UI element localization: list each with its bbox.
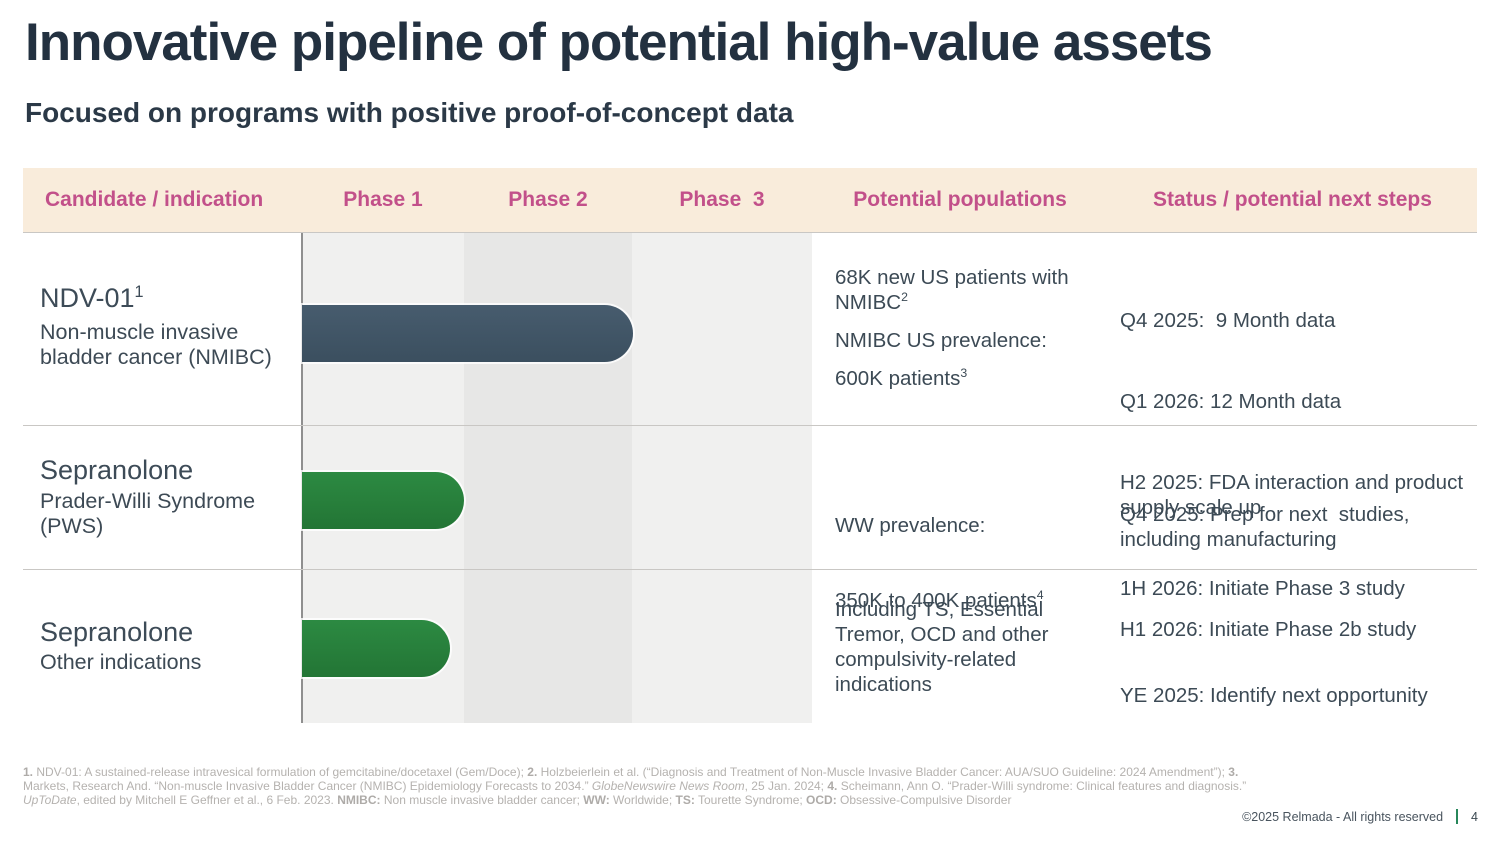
column-header-populations: Potential populations — [853, 188, 1067, 211]
status-item: H1 2026: Initiate Phase 2b study — [1120, 618, 1417, 641]
population-text: 600K patients — [835, 367, 961, 390]
column-header-status: Status / potential next steps — [1153, 188, 1432, 211]
table-header-row: Candidate / indication Phase 1 Phase 2 P… — [23, 168, 1477, 232]
footnote-ref: 4 — [1036, 588, 1044, 603]
status-list: Q4 2025: Prep for next studies, includin… — [1120, 452, 1472, 698]
page-title: Innovative pipeline of potential high-va… — [25, 13, 1213, 72]
candidate-name-text: NDV-01 — [40, 283, 135, 313]
column-header-phase1: Phase 1 — [343, 188, 423, 211]
population-text: NMIBC US prevalence: — [835, 329, 1047, 352]
candidate-indication: Other indications — [40, 650, 202, 674]
status-list: Q4 2025: 9 Month data Q1 2026: 12 Month … — [1120, 258, 1472, 657]
status-list: YE 2025: Identify next opportunity — [1120, 633, 1472, 764]
status-item: Q4 2025: 9 Month data — [1120, 309, 1336, 332]
column-header-phase3: Phase 3 — [679, 188, 765, 211]
header-divider-line — [23, 232, 1477, 233]
progress-bar-sepranolone-pws — [302, 472, 464, 529]
page-number-separator — [1456, 809, 1459, 824]
footnotes: 1. NDV-01: A sustained-release intravesi… — [23, 765, 1247, 807]
page-number: 4 — [1471, 809, 1478, 824]
population-text: 350K to 400K patients4 — [835, 588, 1093, 613]
candidate-name-text: Sepranolone — [40, 617, 194, 647]
candidate-indication: Prader-Willi Syndrome (PWS) — [40, 489, 256, 538]
status-item: Q4 2025: Prep for next studies, includin… — [1120, 503, 1416, 551]
footnote-ref: 3 — [960, 366, 968, 381]
phase3-column-band — [632, 232, 812, 723]
population-item: 68K new US patients with NMIBC2 — [835, 265, 1093, 315]
population-text: Including TS, Essential Tremor, OCD and … — [835, 598, 1055, 696]
progress-bar-sepranolone-other — [302, 620, 450, 677]
population-text: WW prevalence: — [835, 514, 986, 537]
population-text: 350K to 400K patients — [835, 589, 1037, 612]
column-header-phase2: Phase 2 — [508, 188, 588, 211]
candidate-name-text: Sepranolone — [40, 455, 194, 485]
population-text: 68K new US patients with NMIBC — [835, 266, 1075, 314]
progress-bar-ndv01 — [302, 305, 633, 362]
row-divider-line — [23, 425, 1477, 426]
column-header-candidate: Candidate / indication — [45, 188, 264, 211]
page-subtitle: Focused on programs with positive proof-… — [25, 97, 794, 128]
population-item: NMIBC US prevalence: — [835, 328, 1093, 353]
candidate-name: Sepranolone — [40, 455, 193, 486]
footnote-ref: 2 — [901, 290, 908, 305]
status-item: Q1 2026: 12 Month data — [1120, 390, 1342, 413]
footnote-ref: 1 — [134, 283, 144, 301]
row-divider-line — [23, 569, 1477, 570]
status-item: YE 2025: Identify next opportunity — [1120, 684, 1428, 707]
footer: ©2025 Relmada - All rights reserved 4 — [1242, 809, 1478, 824]
candidate-name: Sepranolone — [40, 617, 193, 648]
status-item: 1H 2026: Initiate Phase 3 study — [1120, 577, 1405, 600]
status-item: H2 2025: FDA interaction and product sup… — [1120, 471, 1469, 519]
population-item: WW prevalence: 350K to 400K patients4 — [835, 463, 1093, 663]
population-item: 600K patients3 — [835, 366, 1093, 391]
candidate-name: NDV-011 — [40, 283, 144, 314]
candidate-indication: Non-muscle invasive bladder cancer (NMIB… — [40, 320, 272, 369]
population-item: Including TS, Essential Tremor, OCD and … — [835, 597, 1085, 697]
population-text: WW prevalence: — [835, 513, 1093, 538]
copyright-text: ©2025 Relmada - All rights reserved — [1242, 809, 1444, 824]
